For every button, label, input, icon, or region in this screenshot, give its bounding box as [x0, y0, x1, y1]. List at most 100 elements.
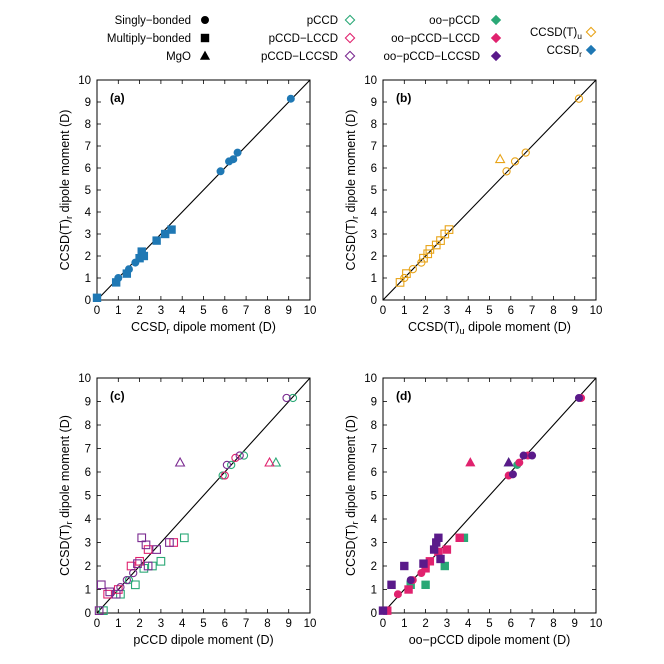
y-tick-label: 5 [371, 491, 377, 503]
series-pccd-lccd [103, 453, 275, 599]
legend-method-marker-icon [490, 50, 502, 62]
data-point [103, 589, 112, 599]
series-ccsd-r [92, 94, 295, 302]
data-point [503, 457, 514, 467]
y-tick-label: 0 [371, 608, 377, 620]
x-tick-label: 3 [444, 305, 450, 317]
legend-shape-label: MgO [166, 51, 191, 63]
panel-label: (a) [110, 91, 125, 105]
x-tick-label: 3 [158, 305, 164, 317]
data-point [137, 533, 147, 543]
data-points [92, 94, 295, 302]
x-tick-label: 8 [550, 618, 556, 630]
x-tick-label: 5 [486, 618, 492, 630]
y-tick-label: 3 [85, 229, 91, 241]
x-tick-label: 9 [285, 618, 291, 630]
x-tick-label: 9 [571, 305, 577, 317]
data-point [167, 225, 176, 234]
x-tick-label: 1 [115, 305, 121, 317]
y-tick-label: 7 [371, 141, 377, 153]
data-point [515, 458, 524, 467]
x-tick-label: 10 [590, 305, 603, 317]
data-point [222, 460, 232, 470]
panel-label: (c) [110, 389, 125, 403]
y-tick-label: 0 [371, 295, 377, 307]
data-point [220, 471, 229, 480]
data-point [288, 393, 298, 403]
diagonal-line [382, 79, 597, 301]
y-tick-label: 6 [371, 467, 377, 479]
data-point [436, 554, 445, 564]
x-tick-label: 6 [508, 618, 514, 630]
y-tick-label: 6 [85, 467, 91, 479]
data-point [160, 229, 170, 239]
legend: Singly−bonded Multiply−bonded MgO pCCD pCCD−… [107, 14, 597, 63]
x-tick-label: 10 [590, 618, 603, 630]
y-tick-label: 2 [85, 251, 91, 263]
legend-method-label: oo−pCCD−LCCD [391, 33, 480, 45]
y-tick-label: 2 [85, 561, 91, 573]
x-tick-label: 3 [158, 618, 164, 630]
y-tick-label: 8 [371, 420, 377, 432]
data-point [423, 249, 433, 259]
data-point [156, 556, 166, 566]
legend-method-label: pCCD−LCCD [269, 33, 338, 45]
data-point [152, 236, 161, 245]
data-point [406, 576, 415, 585]
legend-method-marker-icon [490, 32, 502, 44]
x-tick-label: 5 [200, 305, 206, 317]
series-ccsd-t-u [395, 94, 584, 287]
data-point [130, 580, 140, 590]
y-tick-label: 7 [371, 444, 377, 456]
y-tick-label: 8 [371, 119, 377, 131]
data-points [378, 393, 586, 615]
legend-method-marker-icon [344, 32, 356, 44]
data-point [227, 460, 236, 470]
x-tick-label: 4 [465, 618, 472, 630]
data-point [116, 583, 125, 592]
x-tick-label: 5 [486, 305, 492, 317]
data-point [92, 293, 102, 302]
data-point [528, 451, 537, 460]
data-point [494, 153, 506, 164]
data-point [395, 278, 405, 287]
data-point [404, 585, 413, 594]
legend-method-label: oo−pCCD [429, 15, 480, 27]
data-point [229, 155, 238, 164]
x-tick-label: 0 [380, 305, 386, 317]
data-point [218, 471, 227, 480]
data-point [400, 561, 409, 571]
data-point [235, 451, 244, 460]
legend-method-label: CCSD(T)u [530, 27, 582, 41]
y-tick-label: 6 [85, 163, 91, 175]
data-point [393, 590, 402, 599]
data-point [378, 606, 388, 615]
y-tick-label: 2 [371, 561, 377, 573]
panel-label: (b) [396, 91, 411, 105]
data-point [124, 575, 134, 585]
data-point [442, 545, 452, 554]
x-tick-label: 9 [571, 618, 577, 630]
panel-label: (d) [396, 389, 411, 403]
panel-d: 00 1 1 2 2 3 3 4 4 5 5 6 6 7 7 8 8 9 9 10 10 (d) oo−pCCD dipol… [344, 373, 602, 647]
y-tick-label: 3 [85, 538, 91, 550]
x-tick-label: 4 [179, 305, 186, 317]
data-point [231, 453, 240, 463]
y-tick-label: 4 [85, 514, 92, 526]
x-tick-label: 8 [264, 305, 270, 317]
data-point [421, 580, 430, 589]
x-tick-label: 3 [444, 618, 450, 630]
x-tick-label: 0 [380, 618, 386, 630]
y-tick-label: 8 [85, 420, 91, 432]
data-point [508, 470, 517, 479]
panel-a: 00 1 1 2 2 3 3 4 4 5 5 6 6 7 7 8 8 9 9 10 10 (a) CCSDr dipole … [58, 75, 316, 337]
data-point [429, 545, 439, 554]
data-point [402, 269, 411, 278]
data-point [419, 559, 428, 568]
x-tick-label: 5 [200, 618, 206, 630]
data-point [455, 533, 464, 542]
data-point [444, 225, 454, 234]
data-points [94, 393, 298, 615]
x-tick-label: 9 [285, 305, 291, 317]
